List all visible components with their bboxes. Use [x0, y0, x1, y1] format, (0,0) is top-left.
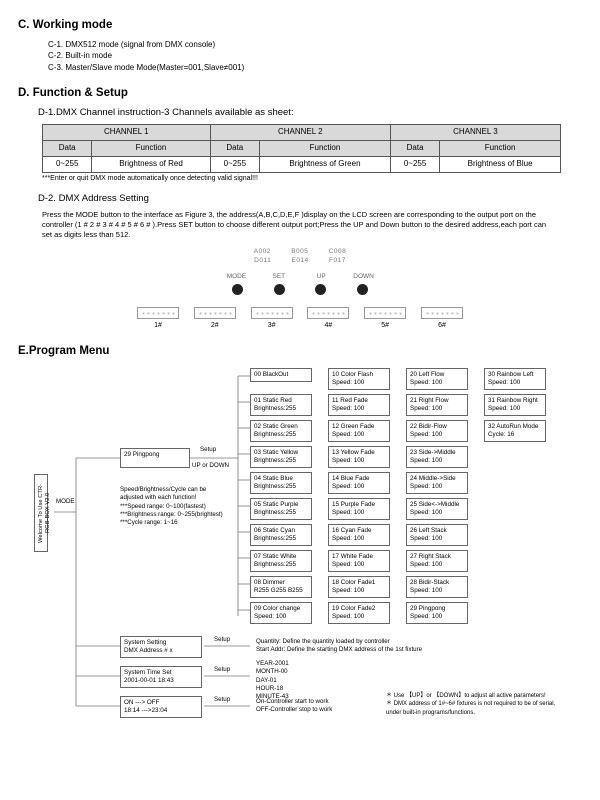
c-item-2: C-2. Built-in mode [48, 51, 582, 62]
btn-lbl-mode: MODE [216, 273, 256, 282]
program-box-2-5: 25 Side<->Middle Speed: 100 [406, 498, 468, 520]
system-setting-desc: Quantity: Define the quantity loaded by … [256, 638, 422, 655]
th-ch3: CHANNEL 3 [390, 125, 560, 141]
controller-diagram: A002 B005 C008 D011 E014 F017 MODE SET U… [135, 248, 465, 330]
td-1: Brightness of Red [92, 156, 210, 172]
node-system-time: System Time Set 2001-00-01 18:43 [120, 666, 202, 688]
on-off-desc: On-Controller start to work OFF-Controll… [256, 698, 332, 715]
program-box-0-7: 07 Static White Brightness:255 [250, 550, 312, 572]
td-0: 0~255 [43, 156, 92, 172]
program-box-1-9: 19 Color Fade2 Speed: 100 [328, 602, 390, 624]
program-box-0-2: 02 Static Green Brightness:255 [250, 420, 312, 442]
program-box-2-4: 24 Middle->Side Speed: 100 [406, 472, 468, 494]
section-c-list: C-1. DMX512 mode (signal from DMX consol… [48, 40, 582, 74]
program-box-0-8: 08 Dimmer R255 G255 B255 [250, 576, 312, 598]
program-box-3-1: 31 Rainbow Right Speed: 100 [484, 394, 546, 416]
program-box-0-4: 04 Static Blue Brightness:255 [250, 472, 312, 494]
node-system-setting: System Setting DMX Address # x [120, 636, 202, 658]
lcd-f: F017 [329, 257, 346, 266]
c-item-3: C-3. Master/Slave mode Mode(Master=001,S… [48, 63, 582, 74]
section-c-title: C. Working mode [18, 18, 582, 34]
td-4: 0~255 [390, 156, 439, 172]
th-data2: Data [210, 141, 259, 157]
program-box-1-7: 17 White Fade Speed: 100 [328, 550, 390, 572]
btn-lbl-set: SET [259, 273, 299, 282]
updown-label: UP or DOWN [192, 462, 229, 470]
setup-label-1: Setup [200, 446, 216, 454]
program-box-2-6: 26 Left Stack Speed: 100 [406, 524, 468, 546]
mode-button[interactable] [232, 284, 243, 295]
port-3: 3# [251, 307, 293, 330]
program-box-0-9: 09 Color change Speed: 100 [250, 602, 312, 624]
btn-lbl-up: UP [301, 273, 341, 282]
program-box-0-5: 05 Static Purple Brightness:255 [250, 498, 312, 520]
star-notes: ＊ Use 【UP】or 【DOWN】to adjust all active … [386, 692, 586, 717]
section-d-title: D. Function & Setup [18, 86, 582, 102]
set-button[interactable] [274, 284, 285, 295]
program-box-2-1: 21 Right Flow Speed: 100 [406, 394, 468, 416]
program-box-1-0: 10 Color Flash Speed: 100 [328, 368, 390, 390]
adjust-note: Speed/Brightness/Cycle can be adjusted w… [120, 486, 240, 528]
program-box-1-4: 14 Blue Fade Speed: 100 [328, 472, 390, 494]
program-box-1-1: 11 Red Fade Speed: 100 [328, 394, 390, 416]
d2-title: D-2. DMX Address Setting [38, 193, 582, 206]
lcd-e: E014 [292, 257, 309, 266]
lcd-b: B005 [291, 248, 308, 257]
td-3: Brightness of Green [259, 156, 390, 172]
port-6: 6# [421, 307, 463, 330]
port-5: 5# [364, 307, 406, 330]
program-box-1-2: 12 Green Fade Speed: 100 [328, 420, 390, 442]
program-box-2-7: 27 Right Stack Speed: 100 [406, 550, 468, 572]
d1-title: D-1.DMX Channel instruction-3 Channels a… [38, 107, 582, 120]
port-2: 2# [194, 307, 236, 330]
program-box-1-8: 18 Color Fade1 Speed: 100 [328, 576, 390, 598]
program-box-2-3: 23 Side->Middle Speed: 100 [406, 446, 468, 468]
th-fn1: Function [92, 141, 210, 157]
node-on-off: ON ---> OFF 18:14 --->23:04 [120, 696, 202, 718]
dmx-note: ***Enter or quit DMX mode automatically … [42, 174, 582, 183]
section-e-title: E.Program Menu [18, 344, 582, 360]
th-data3: Data [390, 141, 439, 157]
program-box-0-3: 03 Static Yellow Brightness:255 [250, 446, 312, 468]
program-box-2-2: 22 Bidir-Flow Speed: 100 [406, 420, 468, 442]
th-data1: Data [43, 141, 92, 157]
program-box-2-0: 20 Left Flow Speed: 100 [406, 368, 468, 390]
program-box-3-0: 30 Rainbow Left Speed: 100 [484, 368, 546, 390]
c-item-1: C-1. DMX512 mode (signal from DMX consol… [48, 40, 582, 51]
btn-lbl-down: DOWN [344, 273, 384, 282]
dmx-channel-table: CHANNEL 1 CHANNEL 2 CHANNEL 3 Data Funct… [42, 124, 561, 172]
th-ch2: CHANNEL 2 [210, 125, 390, 141]
program-box-0-6: 06 Static Cyan Brightness:255 [250, 524, 312, 546]
program-box-1-5: 15 Purple Fade Speed: 100 [328, 498, 390, 520]
port-1: 1# [137, 307, 179, 330]
node-pingpong: 29 Pingpong [120, 448, 190, 468]
th-fn2: Function [259, 141, 390, 157]
program-box-1-6: 16 Cyan Fade Speed: 100 [328, 524, 390, 546]
down-button[interactable] [357, 284, 368, 295]
up-button[interactable] [315, 284, 326, 295]
lcd-c: C008 [329, 248, 347, 257]
setup-label-3: Setup [214, 666, 230, 674]
th-fn3: Function [440, 141, 561, 157]
program-box-2-8: 28 Bidir-Stack Speed: 100 [406, 576, 468, 598]
program-box-2-9: 29 Pingpong Speed: 100 [406, 602, 468, 624]
setup-label-2: Setup [214, 636, 230, 644]
program-box-0-0: 00 BlackOut [250, 368, 312, 382]
mode-label: MODE [56, 498, 75, 506]
setup-label-4: Setup [214, 696, 230, 704]
program-box-1-3: 13 Yellow Fade Speed: 100 [328, 446, 390, 468]
td-5: Brightness of Blue [440, 156, 561, 172]
th-ch1: CHANNEL 1 [43, 125, 211, 141]
system-time-desc: YEAR-2001 MONTH-00 DAY-01 HOUR-18 MINUTE… [256, 660, 289, 702]
program-box-0-1: 01 Static Red Brightness:255 [250, 394, 312, 416]
lcd-a: A002 [254, 248, 271, 257]
lcd-d: D011 [254, 257, 271, 266]
program-box-3-2: 32 AutoRun Mode Cycle: 16 [484, 420, 546, 442]
d2-text: Press the MODE button to the interface a… [42, 210, 558, 240]
welcome-box: Welcome To Use CTR-RGB-BOX V2.0 [34, 474, 48, 552]
td-2: 0~255 [210, 156, 259, 172]
port-4: 4# [307, 307, 349, 330]
program-menu-diagram: Welcome To Use CTR-RGB-BOX V2.0 MODE 29 … [28, 366, 582, 722]
